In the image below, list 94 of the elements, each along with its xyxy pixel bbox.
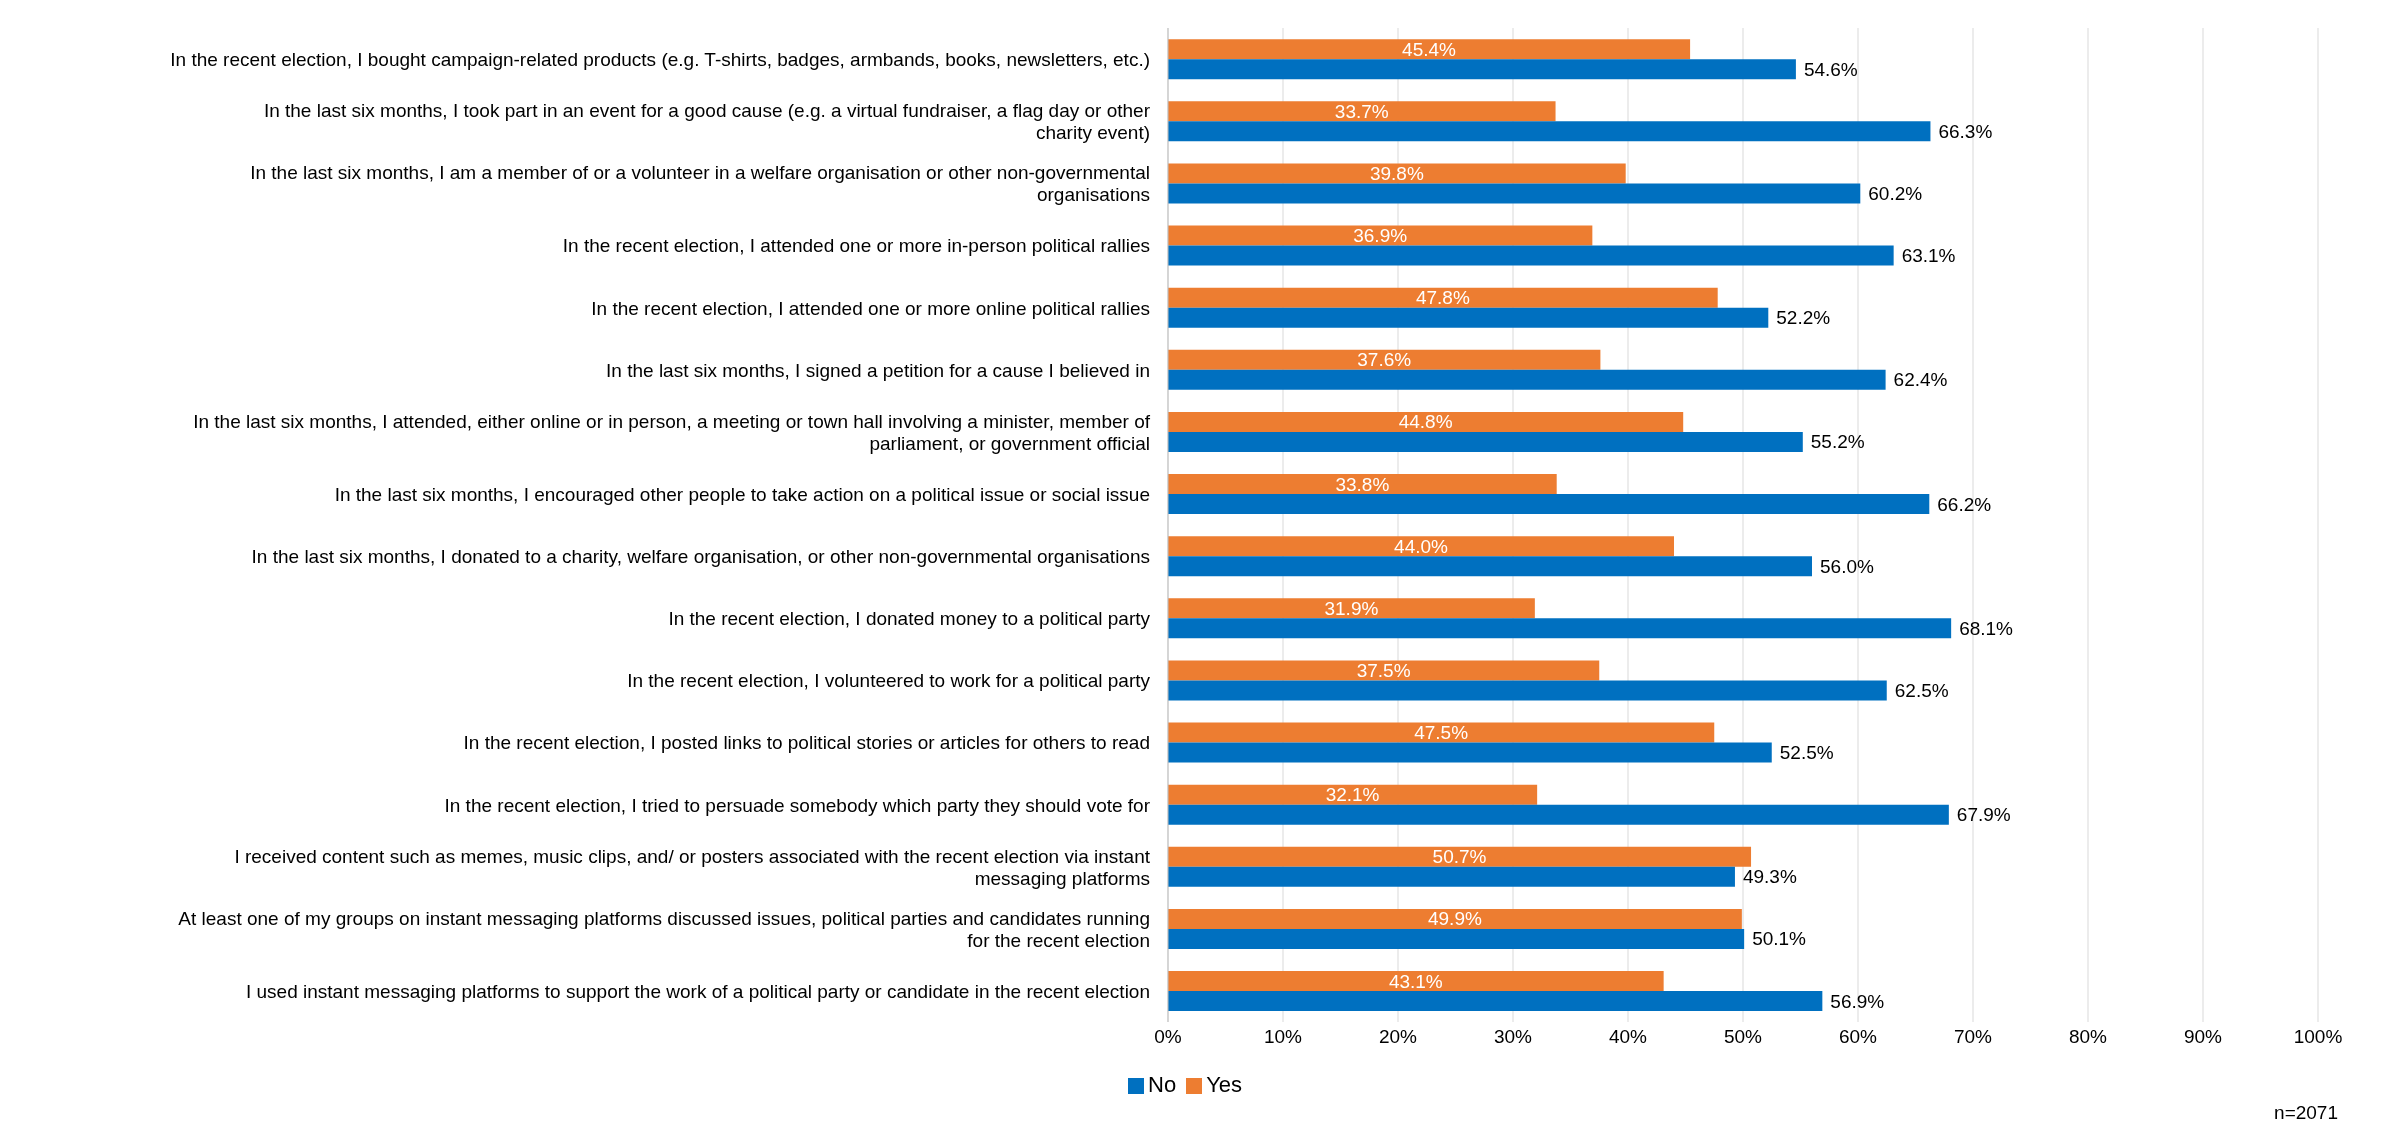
data-label: 55.2% — [1810, 431, 1865, 453]
y-tick-label: I used instant messaging platforms to support the work of a political party or candidate in the recent election — [245, 980, 1150, 1002]
data-label: 50.7% — [1432, 846, 1487, 868]
data-label: 47.8% — [1415, 287, 1470, 309]
x-tick-label: 100% — [2293, 1026, 2343, 1048]
bar — [1168, 431, 1803, 452]
bar — [1168, 971, 1664, 992]
bar — [1168, 928, 1745, 949]
bar — [1168, 369, 1886, 390]
x-tick-label: 10% — [1263, 1026, 1303, 1048]
y-tick-label: In the recent election, I volunteered to work for a political party — [627, 669, 1151, 691]
legend-label: Yes — [1206, 1072, 1243, 1097]
y-tick-label: In the recent election, I bought campaign-related products (e.g. T-shirts, badges, armbands, books, newsletters, etc.) — [170, 48, 1150, 70]
bar — [1168, 784, 1538, 805]
bar — [1168, 494, 1930, 515]
bar — [1168, 163, 1626, 184]
bar — [1168, 908, 1742, 929]
data-label: 50.1% — [1752, 928, 1807, 950]
y-tick-label: At least one of my groups on instant messaging platforms discussed issues, political parties and candidates running for the recent election — [178, 907, 1150, 951]
data-label: 66.3% — [1938, 120, 1993, 142]
bar — [1168, 598, 1535, 619]
data-label: 52.2% — [1776, 307, 1831, 329]
bar — [1168, 349, 1601, 370]
x-tick-label: 80% — [2068, 1026, 2108, 1048]
bar — [1168, 804, 1949, 825]
y-tick-label: In the last six months, I signed a petition for a cause I believed in — [606, 359, 1150, 381]
data-label: 44.0% — [1394, 535, 1449, 557]
bar — [1168, 183, 1861, 204]
y-tick-label: In the recent election, I tried to persuade somebody which party they should vote for — [444, 794, 1151, 816]
bar — [1168, 101, 1556, 122]
data-label: 60.2% — [1868, 182, 1923, 204]
bar — [1168, 866, 1735, 887]
x-tick-label: 30% — [1493, 1026, 1533, 1048]
bar — [1168, 536, 1674, 557]
data-label: 47.5% — [1414, 722, 1469, 744]
x-tick-label: 60% — [1838, 1026, 1878, 1048]
y-tick-label: In the last six months, I donated to a charity, welfare organisation, or other non-governmental organisations — [251, 545, 1150, 567]
x-tick-label: 90% — [2183, 1026, 2223, 1048]
bar — [1168, 991, 1823, 1012]
data-label: 68.1% — [1959, 617, 2014, 639]
y-tick-label: In the last six months, I am a member of or a volunteer in a welfare organisation or other non-governmental organisations — [250, 161, 1150, 205]
bar — [1168, 742, 1772, 763]
data-label: 32.1% — [1325, 784, 1380, 806]
data-label: 56.0% — [1820, 555, 1874, 577]
y-tick-label: In the recent election, I attended one or more in-person political rallies — [562, 234, 1150, 256]
bar — [1168, 680, 1887, 701]
data-label: 54.6% — [1803, 58, 1858, 80]
x-tick-label: 50% — [1723, 1026, 1763, 1048]
bar — [1168, 225, 1593, 246]
x-tick-label: 20% — [1378, 1026, 1418, 1048]
data-label: 62.5% — [1894, 679, 1949, 701]
data-label: 36.9% — [1353, 225, 1408, 247]
bar — [1168, 59, 1796, 80]
bar — [1168, 722, 1715, 743]
y-tick-label: In the recent election, I posted links to political stories or articles for others to read — [463, 731, 1150, 753]
y-tick-label: In the last six months, I attended, either online or in person, a meeting or town hall involving a minister, member of parliament, or government official — [193, 410, 1151, 454]
data-label: 62.4% — [1893, 369, 1948, 391]
data-label: 33.8% — [1335, 473, 1390, 495]
y-tick-label: In the recent election, I donated money to a political party — [668, 607, 1151, 629]
data-label: 43.1% — [1388, 970, 1443, 992]
y-tick-label: I received content such as memes, music clips, and/ or posters associated with the recent election via instant messaging platforms — [234, 845, 1151, 889]
x-tick-label: 40% — [1608, 1026, 1648, 1048]
bar — [1168, 287, 1718, 308]
legend-label: No — [1148, 1072, 1177, 1097]
data-label: 37.6% — [1357, 349, 1412, 371]
bar — [1168, 846, 1752, 867]
bar — [1168, 660, 1600, 681]
y-tick-label: In the last six months, I took part in an event for a good cause (e.g. a virtual fundraiser, a flag day or other charity event) — [263, 99, 1151, 143]
data-label: 39.8% — [1369, 162, 1424, 184]
data-label: 66.2% — [1937, 493, 1992, 515]
bar — [1168, 618, 1952, 639]
data-label: 67.9% — [1956, 804, 2011, 826]
data-label: 52.5% — [1779, 742, 1834, 764]
bar — [1168, 121, 1931, 142]
bar — [1168, 39, 1691, 60]
data-label: 49.3% — [1742, 866, 1797, 888]
bar — [1168, 474, 1557, 495]
data-label: 44.8% — [1398, 411, 1453, 433]
data-label: 37.5% — [1356, 659, 1411, 681]
data-label: 33.7% — [1334, 100, 1389, 122]
data-label: 31.9% — [1324, 597, 1379, 619]
text: n=2071 — [2274, 1102, 2338, 1124]
bar — [1168, 556, 1812, 577]
x-tick-label: 0% — [1154, 1026, 1182, 1048]
data-label: 45.4% — [1402, 38, 1457, 60]
bar — [1168, 411, 1684, 432]
data-label: 49.9% — [1427, 908, 1482, 930]
data-label: 63.1% — [1901, 245, 1956, 267]
y-tick-label: In the recent election, I attended one or more online political rallies — [591, 297, 1150, 319]
bar — [1168, 307, 1769, 328]
x-tick-label: 70% — [1953, 1026, 1993, 1048]
data-label: 56.9% — [1830, 990, 1885, 1012]
y-tick-label: In the last six months, I encouraged other people to take action on a political issue or social issue — [334, 483, 1150, 505]
bar — [1168, 245, 1894, 266]
